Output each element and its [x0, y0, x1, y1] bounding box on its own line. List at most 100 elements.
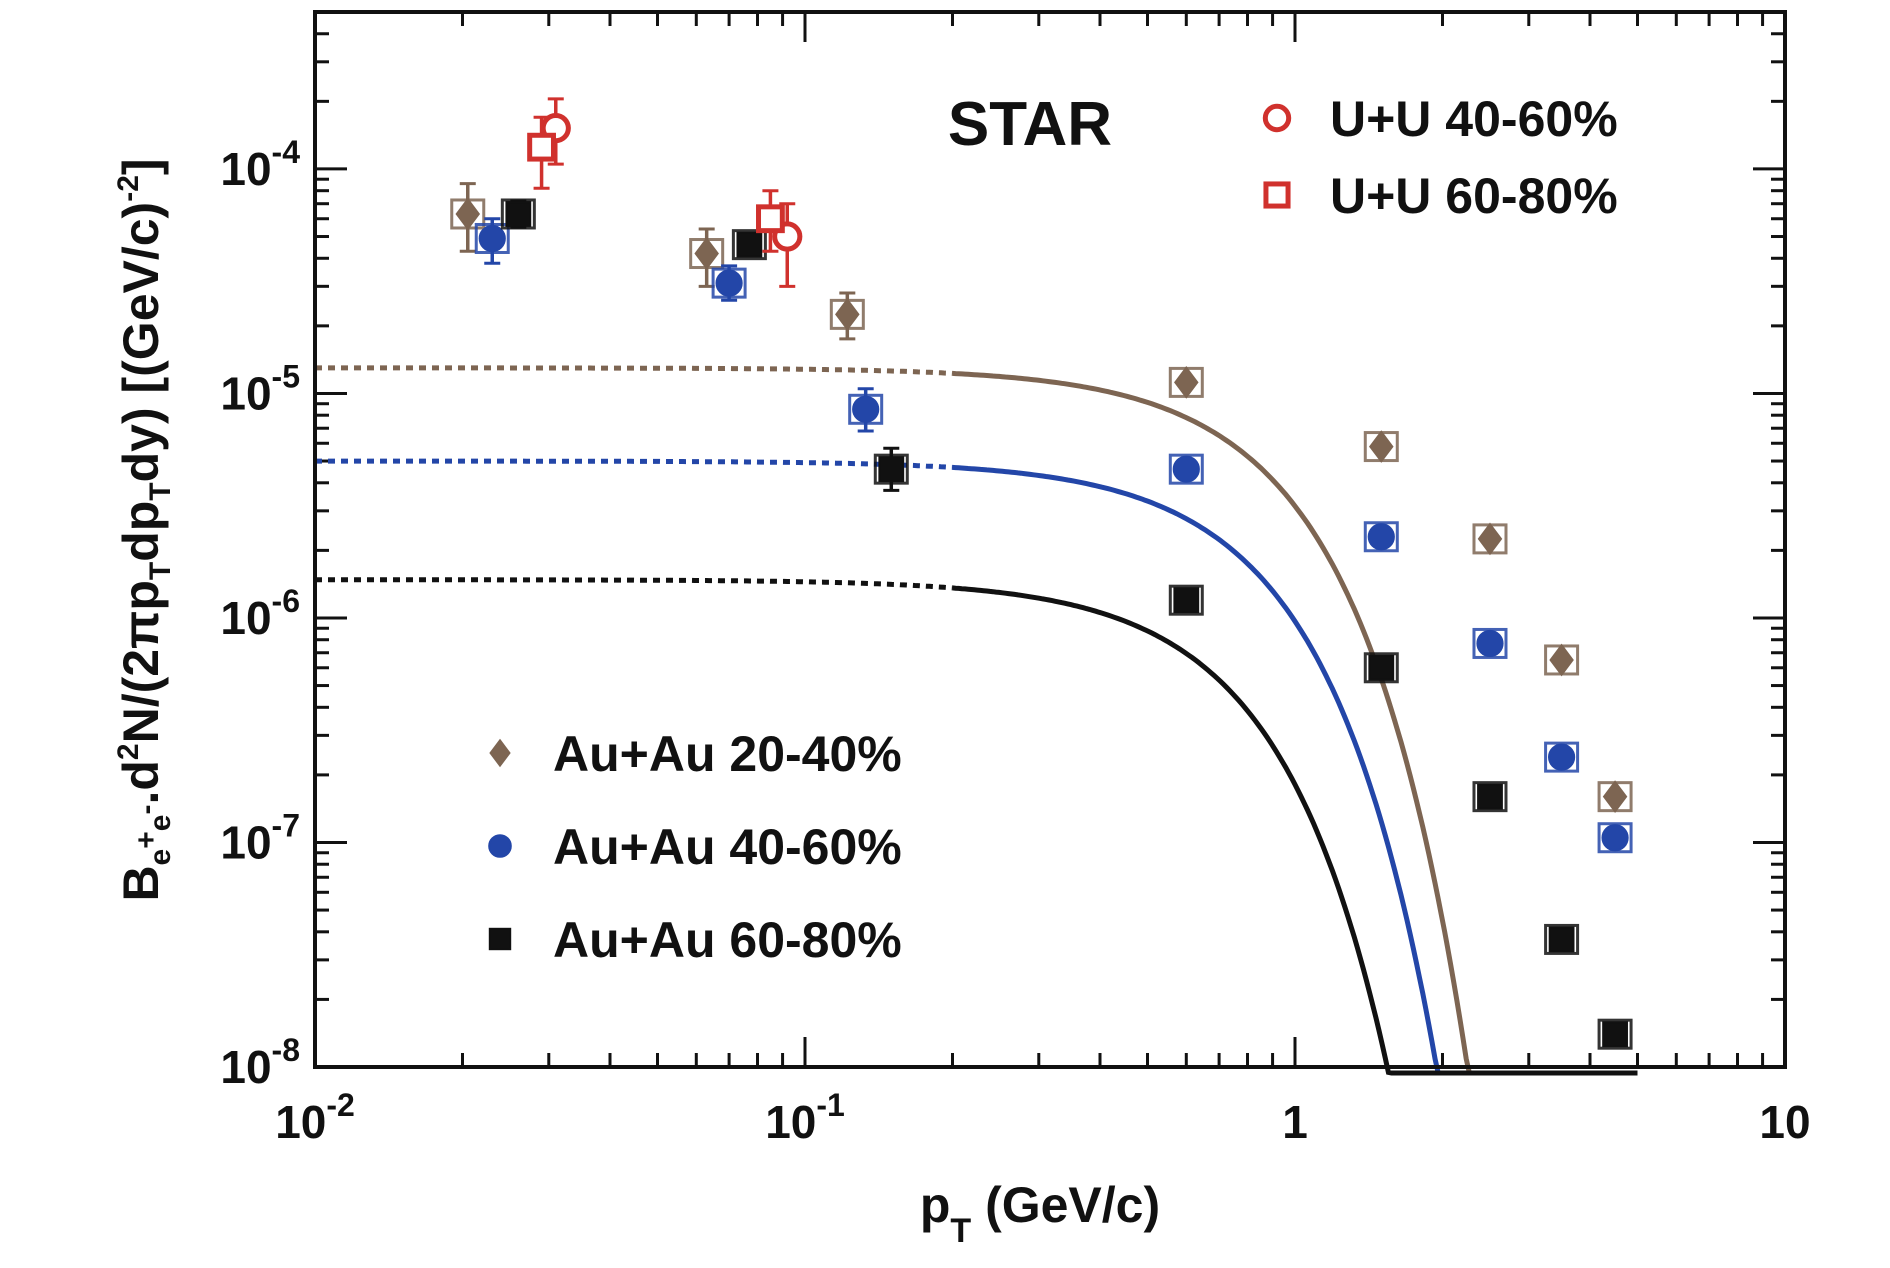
systematic-box: [731, 229, 767, 261]
x-tick-exp: -1: [816, 1087, 844, 1123]
fit-curve-dashed: [315, 458, 953, 470]
y-tick-exp: -7: [272, 807, 300, 843]
y-tick-label: 10-4: [220, 134, 300, 195]
y-title-part: T: [144, 482, 177, 500]
data-point: [878, 456, 905, 483]
x-tick-base: 1: [1282, 1096, 1308, 1148]
y-tick-label: 10-5: [220, 358, 300, 419]
x-tick-base: 10: [1759, 1096, 1810, 1148]
data-point: [756, 204, 785, 234]
x-title-sub: T: [950, 1212, 971, 1250]
y-tick-label: 10-6: [220, 583, 300, 644]
y-tick-base: 10: [220, 1041, 271, 1093]
systematic-box: [1363, 521, 1399, 553]
y-tick-label: 10-7: [220, 807, 300, 868]
systematic-box: [711, 267, 747, 299]
data-point: [478, 224, 506, 253]
legend-label: U+U 60-80%: [1330, 168, 1618, 224]
data-point: [694, 237, 719, 270]
x-title-main: p: [920, 1177, 951, 1233]
y-tick-exp: -6: [272, 583, 300, 619]
data-point: [1477, 522, 1503, 556]
legend-label: Au+Au 20-40%: [553, 726, 902, 782]
x-tick-label: 10-1: [765, 1087, 845, 1148]
data-point: [527, 132, 556, 162]
data-point: [1548, 926, 1575, 953]
x-tick-label: 10-2: [275, 1087, 355, 1148]
fit-curve-solid: [952, 464, 1638, 1076]
legend-label: Au+Au 40-60%: [553, 819, 902, 875]
data-point: [1477, 783, 1503, 810]
data-point: [1549, 643, 1574, 677]
y-tick-exp: -5: [272, 358, 300, 394]
y-tick-exp: -4: [272, 134, 301, 170]
y-title-part: .d: [113, 760, 169, 804]
data-point: [1476, 629, 1504, 658]
y-title-part: 2: [112, 743, 145, 760]
systematic-box: [500, 198, 536, 230]
systematic-box: [1363, 652, 1399, 684]
data-point: [715, 269, 743, 297]
systematic-box: [873, 453, 909, 485]
data-point: [1602, 1021, 1628, 1048]
y-tick-base: 10: [220, 592, 271, 644]
legend-label: Au+Au 60-80%: [553, 912, 902, 968]
y-tick-base: 10: [220, 367, 271, 419]
data-point: [455, 197, 481, 231]
data-point: [736, 231, 763, 258]
x-tick-label: 10: [1759, 1096, 1810, 1148]
data-point: [1172, 455, 1200, 483]
y-title-part: ]: [113, 158, 169, 175]
legend-marker: [488, 834, 512, 858]
x-title-rest: (GeV/c): [971, 1177, 1160, 1233]
legend-marker: [1262, 103, 1292, 133]
legend-marker: [488, 927, 512, 951]
legend-marker: [489, 738, 511, 768]
x-tick-label: 1: [1282, 1096, 1308, 1148]
data-point: [1173, 587, 1200, 614]
fit-curves: [315, 365, 1638, 1076]
systematic-box: [1472, 781, 1508, 813]
data-point: [505, 201, 532, 227]
systematic-box: [1544, 741, 1580, 773]
y-title-part: e: [144, 849, 177, 866]
y-title-part: N/(2πp: [113, 580, 169, 743]
fit-curve-dashed: [315, 365, 953, 376]
systematic-box: [1472, 627, 1508, 659]
systematic-box: [848, 393, 884, 425]
data-point: [1369, 430, 1394, 463]
y-tick-exp: -8: [272, 1032, 300, 1068]
data-point: [852, 395, 880, 423]
legend-label: U+U 40-60%: [1330, 91, 1618, 147]
legends: U+U 40-60% U+U 60-80% Au+Au 20-40% Au+Au 40…: [488, 91, 1618, 968]
systematic-box: [1597, 822, 1633, 854]
systematic-box: [1168, 453, 1204, 485]
data-point: [1602, 780, 1628, 814]
data-point: [1547, 743, 1576, 771]
data-points: [450, 97, 1633, 1050]
y-tick-base: 10: [220, 143, 271, 195]
x-tick-exp: -2: [326, 1087, 354, 1123]
legend-marker: [1263, 181, 1291, 209]
y-title-part: dp: [113, 501, 169, 562]
y-title-part: +: [130, 831, 163, 849]
y-title-part: T: [144, 562, 177, 580]
y-title-part: -2: [112, 175, 145, 202]
data-point: [835, 298, 860, 331]
fit-curve-dashed: [315, 577, 953, 591]
plot-frame: [313, 10, 1787, 1069]
x-tick-base: 10: [765, 1096, 816, 1148]
fit-curve-solid: [952, 585, 1638, 1076]
data-point: [1367, 523, 1395, 551]
y-tick-label: 10-8: [220, 1032, 300, 1093]
systematic-box: [1597, 1018, 1633, 1050]
systematic-box: [1168, 584, 1204, 616]
y-title-part: -: [130, 805, 163, 815]
x-axis-title: pT (GeV/c): [920, 1177, 1160, 1250]
y-title-part: B: [113, 865, 169, 901]
y-title-part: e: [144, 815, 177, 832]
data-point: [1601, 824, 1629, 852]
y-axis-title: Be+e-.d2N/(2πpTdpTdy) [(GeV/c)-2]: [112, 158, 177, 901]
x-tick-base: 10: [275, 1096, 326, 1148]
